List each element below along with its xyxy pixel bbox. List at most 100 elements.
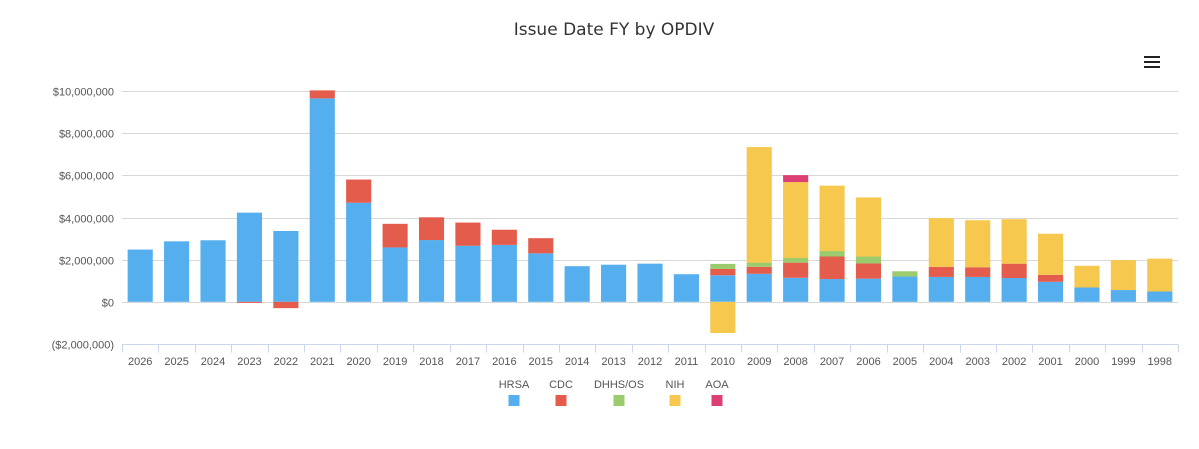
x-tick-label: 2015 <box>529 356 553 368</box>
y-tick-label: $10,000,000 <box>53 87 114 99</box>
bar-hrsa-2018 <box>418 240 445 302</box>
bar-cdc-2009 <box>746 266 772 274</box>
x-tick-label: 2007 <box>820 356 844 368</box>
bar-hrsa-2006 <box>855 278 882 302</box>
x-tick-label: 2006 <box>856 356 880 368</box>
bar-hrsa-2011 <box>673 274 699 302</box>
y-tick-label: $4,000,000 <box>59 214 114 226</box>
bar-nih-2010 <box>710 301 736 334</box>
x-tick-label: 2008 <box>783 356 807 368</box>
x-tick-label: 2012 <box>638 356 662 368</box>
bar-hrsa-2003 <box>965 276 991 302</box>
legend-swatch-cdc <box>555 395 567 406</box>
bar-hrsa-1998 <box>1147 291 1173 302</box>
legend-label-cdc: CDC <box>549 379 573 391</box>
bars <box>127 90 1173 334</box>
bar-dhhs-os-2007 <box>819 251 845 257</box>
bar-nih-2009 <box>746 147 772 263</box>
hamburger-menu-icon-bar <box>1144 61 1160 63</box>
bar-nih-2004 <box>928 218 954 267</box>
bar-hrsa-2024 <box>200 240 226 302</box>
bar-hrsa-2009 <box>746 273 772 302</box>
x-tick-label: 2013 <box>601 356 625 368</box>
bar-cdc-2007 <box>819 256 845 280</box>
bar-cdc-2001 <box>1037 274 1064 282</box>
x-tick-label: 2022 <box>274 356 298 368</box>
x-tick-label: 2009 <box>747 356 771 368</box>
bar-hrsa-2014 <box>564 266 590 302</box>
bar-nih-2008 <box>783 182 809 258</box>
legend-swatch-dhhs-os <box>613 395 625 406</box>
y-tick-label: $0 <box>102 298 114 310</box>
bar-nih-2006 <box>855 197 882 257</box>
bar-hrsa-2016 <box>491 244 517 302</box>
x-tick-label: 2018 <box>419 356 443 368</box>
x-tick-label: 2001 <box>1038 356 1062 368</box>
chart-menu-button[interactable] <box>1139 52 1165 72</box>
bar-dhhs-os-2006 <box>855 256 882 264</box>
bar-nih-1998 <box>1147 258 1173 292</box>
bar-hrsa-2015 <box>528 253 554 302</box>
hamburger-menu-icon-bar <box>1144 66 1160 68</box>
bar-dhhs-os-2010 <box>710 263 736 269</box>
bar-hrsa-2022 <box>273 230 299 302</box>
bar-hrsa-2000 <box>1074 287 1100 302</box>
bar-dhhs-os-2008 <box>783 257 809 263</box>
bar-hrsa-2026 <box>127 249 153 302</box>
x-tick-label: 2002 <box>1002 356 1026 368</box>
bar-nih-2003 <box>965 220 991 268</box>
bar-hrsa-2010 <box>710 275 736 302</box>
bar-dhhs-os-2005 <box>892 271 918 277</box>
x-tick-label: 2026 <box>128 356 152 368</box>
bar-nih-2001 <box>1037 233 1064 275</box>
x-tick-label: 2000 <box>1075 356 1099 368</box>
y-tick-label: $8,000,000 <box>59 129 114 141</box>
y-tick-label: $6,000,000 <box>59 171 114 183</box>
bar-cdc-2022 <box>273 301 299 309</box>
bar-hrsa-2021 <box>309 98 335 302</box>
bar-aoa-2008 <box>783 175 809 183</box>
x-tick-label: 2019 <box>383 356 407 368</box>
x-tick-label: 2014 <box>565 356 589 368</box>
bar-cdc-2002 <box>1001 263 1027 279</box>
bar-hrsa-2008 <box>783 277 809 302</box>
bar-nih-2007 <box>819 185 845 252</box>
hamburger-menu-icon <box>1144 56 1160 58</box>
bar-hrsa-2017 <box>455 245 481 302</box>
bar-hrsa-2019 <box>382 247 408 302</box>
bar-hrsa-2012 <box>637 263 663 302</box>
bar-hrsa-2002 <box>1001 278 1027 302</box>
bar-cdc-2010 <box>710 268 736 276</box>
bar-cdc-2008 <box>783 262 809 278</box>
x-tick-label: 2017 <box>456 356 480 368</box>
x-tick-label: 2025 <box>164 356 188 368</box>
legend-label-dhhs-os: DHHS/OS <box>594 379 644 391</box>
x-tick-label: 1998 <box>1148 356 1172 368</box>
y-axis-labels: ($2,000,000) $0 $2,000,000 $4,000,000 $6,000… <box>52 87 114 352</box>
bar-hrsa-2007 <box>819 279 845 302</box>
bar-cdc-2003 <box>965 267 991 277</box>
x-tick-label: 2016 <box>492 356 516 368</box>
bar-hrsa-2001 <box>1037 281 1064 302</box>
bar-cdc-2016 <box>491 229 517 245</box>
x-tick-label: 2024 <box>201 356 225 368</box>
bar-cdc-2015 <box>528 238 554 254</box>
bar-hrsa-2020 <box>346 202 372 302</box>
x-tick-label: 2021 <box>310 356 334 368</box>
legend-swatch-nih <box>669 395 681 406</box>
x-tick-label: 2023 <box>237 356 261 368</box>
x-tick-label: 2011 <box>675 356 699 368</box>
x-tick-label: 2020 <box>346 356 370 368</box>
x-tick-label: 2003 <box>965 356 989 368</box>
bar-hrsa-2025 <box>164 241 190 302</box>
bar-hrsa-2005 <box>892 276 918 302</box>
legend-label-nih: NIH <box>666 379 685 391</box>
bar-hrsa-2013 <box>601 264 627 302</box>
legend-label-hrsa: HRSA <box>499 379 530 391</box>
legend-label-aoa: AOA <box>705 379 729 391</box>
bar-cdc-2023 <box>236 301 263 303</box>
legend-swatch-hrsa <box>508 395 520 406</box>
bar-cdc-2004 <box>928 266 954 277</box>
legend-swatch-aoa <box>711 395 723 406</box>
bar-cdc-2006 <box>855 263 882 279</box>
